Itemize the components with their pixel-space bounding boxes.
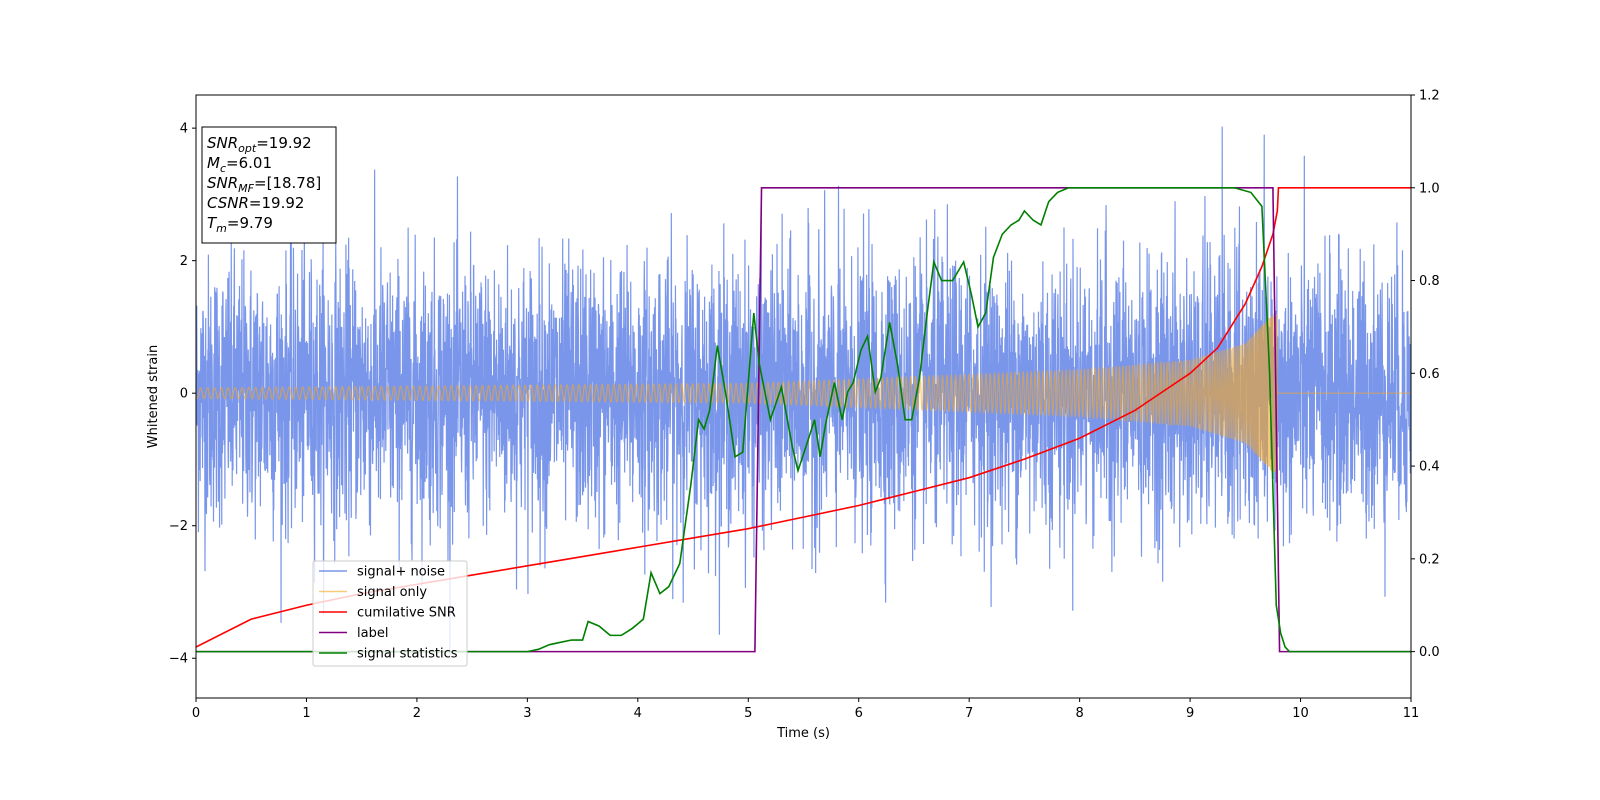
right-y-tick-label: 1.0 <box>1419 181 1440 196</box>
left-y-tick-label: 2 <box>180 254 188 269</box>
x-tick-label: 8 <box>1075 706 1083 721</box>
legend-frame <box>312 560 468 667</box>
info-line: CSNR=19.92 <box>207 194 304 212</box>
legend: signal+ noise signal only cumilative SNR la… <box>312 560 468 667</box>
left-y-tick-label: −2 <box>169 519 188 534</box>
series-line-1 <box>196 313 1411 473</box>
x-tick-label: 11 <box>1403 706 1420 721</box>
info-line: Mc=6.01 <box>207 154 272 175</box>
info-line: Tm=9.79 <box>207 214 273 235</box>
right-y-tick-label: 0.6 <box>1419 367 1440 382</box>
x-axis-label: Time (s) <box>776 726 830 741</box>
x-tick-label: 1 <box>302 706 310 721</box>
legend-entry: label <box>357 626 388 641</box>
legend-entry: cumilative SNR <box>357 606 456 621</box>
x-tick-label: 5 <box>744 706 752 721</box>
x-tick-label: 3 <box>523 706 531 721</box>
x-axis: 0 1 2 3 4 5 6 7 8 9 10 11 <box>192 698 1419 721</box>
right-y-tick-label: 1.2 <box>1419 89 1440 104</box>
x-tick-label: 9 <box>1186 706 1194 721</box>
left-y-tick-label: 0 <box>180 387 188 402</box>
info-line: SNRMF=[18.78] <box>207 174 321 195</box>
legend-entry: signal only <box>357 585 427 600</box>
info-line: SNRopt=19.92 <box>207 134 312 155</box>
legend-entry: signal statistics <box>357 647 458 662</box>
right-y-tick-label: 0.8 <box>1419 274 1440 289</box>
plot-frame <box>195 94 1412 699</box>
legend-entry: signal+ noise <box>357 565 445 580</box>
left-y-tick-label: 4 <box>180 122 188 137</box>
info-box: SNRopt=19.92Mc=6.01SNRMF=[18.78]CSNR=19.… <box>201 126 337 244</box>
right-y-axis: 0.0 0.2 0.4 0.6 0.8 1.0 1.2 <box>1411 89 1440 660</box>
right-y-tick-label: 0.4 <box>1419 460 1440 475</box>
x-tick-label: 6 <box>855 706 863 721</box>
x-tick-label: 7 <box>965 706 973 721</box>
left-y-axis: −4 −2 0 2 4 <box>169 122 196 667</box>
series-line-0 <box>196 126 1411 659</box>
right-y-tick-label: 0.0 <box>1419 645 1440 660</box>
x-tick-label: 2 <box>413 706 421 721</box>
info-box-frame <box>201 126 337 244</box>
x-tick-label: 4 <box>634 706 642 721</box>
y-axis-label: Whitened strain <box>146 345 161 448</box>
right-y-tick-label: 0.2 <box>1419 552 1440 567</box>
left-y-tick-label: −4 <box>169 652 188 667</box>
x-tick-label: 0 <box>192 706 200 721</box>
x-tick-label: 10 <box>1292 706 1309 721</box>
series-line-4 <box>196 186 1411 653</box>
